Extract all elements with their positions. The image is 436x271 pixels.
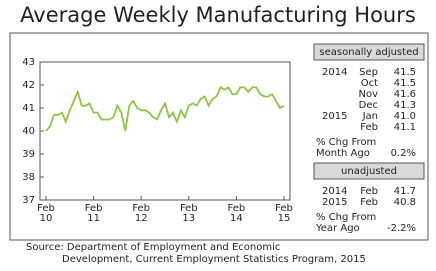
panel-value: 41.5 — [394, 67, 416, 78]
y-tick-label: 40 — [22, 126, 35, 137]
panel-month: Sep — [359, 67, 378, 78]
panel-month: Feb — [360, 197, 378, 208]
x-tick-label: Feb 13 — [180, 203, 198, 224]
x-tick-label: Feb 11 — [85, 203, 103, 224]
y-tick-label: 41 — [22, 103, 35, 114]
panel-year: 2015 — [322, 197, 347, 208]
change-label: Month Ago — [316, 148, 370, 159]
panel-month: Jan — [362, 111, 378, 122]
panel-title: unadjusted — [341, 166, 397, 177]
x-tick-label: Feb 15 — [275, 203, 293, 224]
panel-header — [313, 43, 425, 61]
x-tick-label: Feb 10 — [37, 203, 55, 224]
panel-month: Feb — [360, 186, 378, 197]
panel-year: 2014 — [322, 186, 347, 197]
panel-value: 41.0 — [394, 111, 416, 122]
panel-month: Feb — [360, 122, 378, 133]
panel-value: 41.7 — [394, 186, 416, 197]
x-tick-label: Feb 12 — [132, 203, 150, 224]
panel-value: 40.8 — [394, 197, 416, 208]
panel-year: 2014 — [322, 67, 347, 78]
y-tick-label: 38 — [22, 172, 35, 183]
panel-value: 41.1 — [394, 122, 416, 133]
source: Development, Current Employment Statisti… — [62, 254, 366, 265]
panel-value: 41.5 — [394, 78, 416, 89]
panel-title: seasonally adjusted — [319, 47, 418, 58]
change-label: % Chg From — [316, 137, 376, 148]
y-tick-label: 43 — [22, 57, 35, 68]
change-value: -2.2% — [387, 223, 416, 234]
line — [45, 86, 285, 132]
panel-value: 41.3 — [394, 100, 416, 111]
y-tick-label: 42 — [22, 80, 35, 91]
panel-year: 2015 — [322, 111, 347, 122]
change-label: Year Ago — [315, 223, 360, 234]
panel-value: 41.6 — [394, 89, 416, 100]
plot-area — [39, 61, 291, 201]
y-tick-label: 37 — [22, 195, 35, 206]
panel-header — [313, 162, 425, 180]
frame — [9, 32, 429, 241]
x-tick-label: Feb 14 — [228, 203, 246, 224]
change-value: 0.2% — [391, 148, 416, 159]
change-label: % Chg From — [316, 212, 376, 223]
y-tick-label: 39 — [22, 149, 35, 160]
panel-month: Oct — [361, 78, 378, 89]
panel-month: Nov — [358, 89, 378, 100]
panel-month: Dec — [359, 100, 378, 111]
chart-title: Average Weekly Manufacturing Hours — [20, 3, 416, 27]
source: Source: Department of Employment and Eco… — [26, 242, 280, 253]
